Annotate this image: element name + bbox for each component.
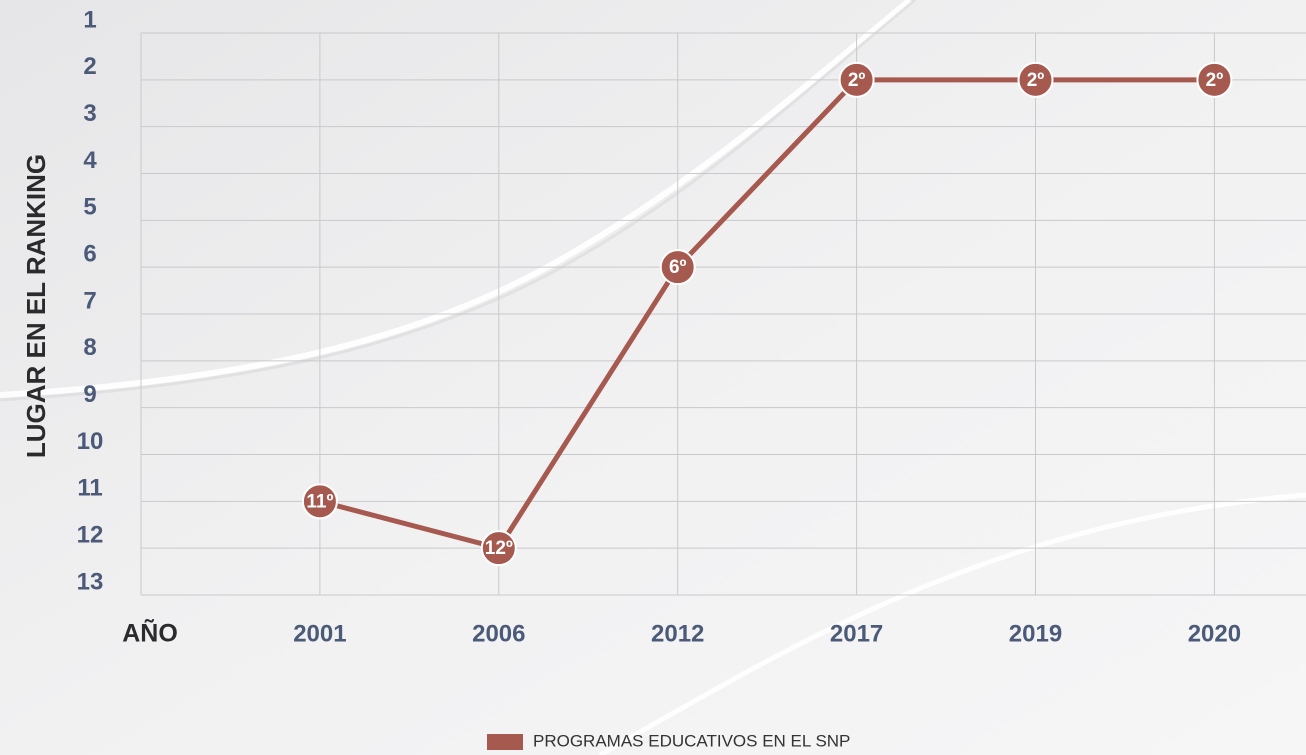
point xyxy=(480,530,517,567)
y-tick-label: 1 xyxy=(83,6,96,33)
point xyxy=(301,483,338,520)
point xyxy=(838,61,875,98)
y-tick-label: 2 xyxy=(83,53,96,80)
point xyxy=(1196,61,1233,98)
x-tick-label: 2006 xyxy=(472,620,525,647)
y-tick-label: 4 xyxy=(83,147,97,174)
decor-curve xyxy=(0,0,916,402)
y-tick-label: 8 xyxy=(83,334,96,361)
y-tick-label: 11 xyxy=(77,475,102,502)
x-tick-label: 2020 xyxy=(1188,620,1241,647)
data-label: 2º xyxy=(1206,70,1224,91)
x-tick-label: 2019 xyxy=(1009,620,1062,647)
point xyxy=(1017,61,1054,98)
line xyxy=(319,77,1215,552)
y-tick-label: 13 xyxy=(77,568,104,595)
decor-curve xyxy=(598,492,1306,755)
y-tick-label: 9 xyxy=(83,381,96,408)
x-tick-label: 2017 xyxy=(830,620,883,647)
y-axis-label: LUGAR EN EL RANKING xyxy=(21,154,51,458)
data-label: 6º xyxy=(669,257,687,278)
decor-curve xyxy=(0,0,912,398)
y-tick-label: 7 xyxy=(83,287,96,314)
y-tick-label: 10 xyxy=(77,428,104,455)
x-tick-label: 2012 xyxy=(651,620,704,647)
x-axis-label: AÑO xyxy=(122,618,178,648)
data-label: 12º xyxy=(485,538,513,559)
data-label: 2º xyxy=(848,70,866,91)
y-tick-label: 3 xyxy=(83,100,96,127)
y-tick-label: 12 xyxy=(77,522,104,549)
legend-swatch xyxy=(487,734,523,750)
point xyxy=(659,249,696,286)
y-tick-label: 6 xyxy=(83,241,96,268)
x-tick-label: 2001 xyxy=(293,620,346,647)
legend-label: PROGRAMAS EDUCATIVOS EN EL SNP xyxy=(533,731,850,750)
data-label: 11º xyxy=(306,491,333,512)
y-tick-label: 5 xyxy=(83,194,96,221)
data-label: 2º xyxy=(1027,70,1045,91)
